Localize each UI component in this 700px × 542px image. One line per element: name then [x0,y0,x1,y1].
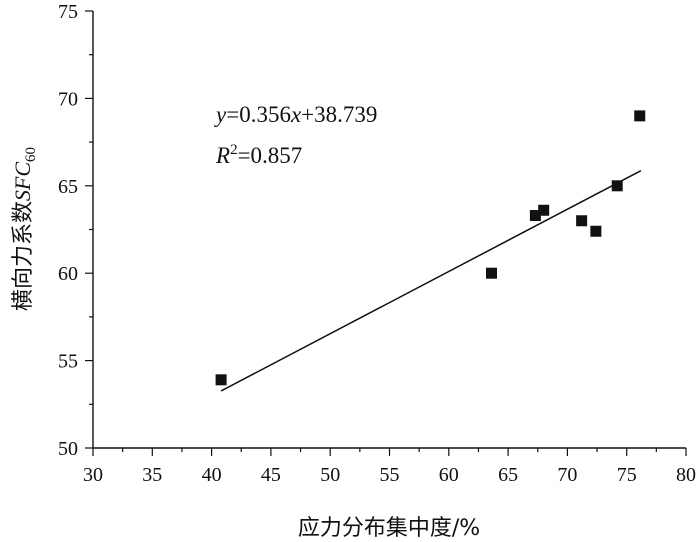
regression-equation: y=0.356x+38.739 [214,102,377,127]
y-tick-label: 70 [58,88,78,110]
x-tick-label: 80 [676,464,696,486]
data-point [590,225,602,237]
r-squared-sup: 2 [230,142,238,158]
y-axis-title-main: 横向力系数 [11,201,36,311]
equation-x: x [290,102,302,127]
data-point [485,267,497,279]
data-point [634,110,646,122]
equation-intercept: +38.739 [301,102,377,127]
x-tick-label: 55 [380,464,400,486]
data-point [538,204,550,216]
y-axis-title: 横向力系数SFC60 [10,147,39,311]
x-axis-title: 应力分布集中度/% [298,516,480,541]
y-axis-title-sub: 60 [23,147,39,162]
data-point [611,180,623,192]
x-tick-label: 45 [261,464,281,486]
y-tick-label: 55 [58,351,78,373]
r-squared-r: R [215,143,230,168]
x-tick-label: 40 [202,464,222,486]
y-tick-label: 50 [58,438,78,460]
data-point [215,374,227,386]
r-squared-label: R2=0.857 [215,142,302,168]
x-tick-label: 50 [320,464,340,486]
x-tick-label: 35 [142,464,162,486]
equation-y: y [214,102,227,127]
y-axis-title-sfc: SFC [10,162,35,201]
x-tick-label: 60 [439,464,459,486]
x-tick-label: 75 [617,464,637,486]
regression-line [220,169,642,392]
data-point [529,210,541,222]
data-point [576,215,588,227]
r-squared-value: =0.857 [238,143,303,168]
x-tick-label: 70 [557,464,577,486]
y-tick-label: 60 [58,263,78,285]
y-tick-label: 65 [58,176,78,198]
x-tick-label: 65 [498,464,518,486]
x-tick-label: 30 [83,464,103,486]
equation-slope: =0.356 [226,102,291,127]
y-tick-label: 75 [58,1,78,23]
